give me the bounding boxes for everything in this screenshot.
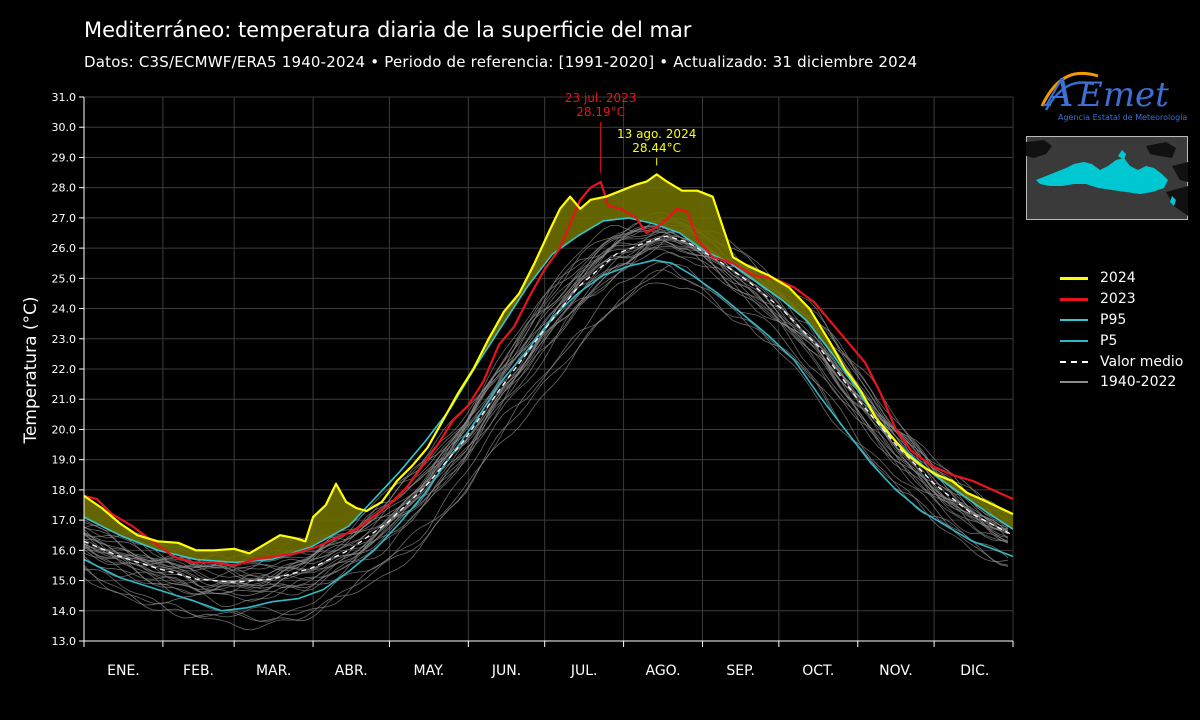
y-tick-label: 21.0 — [52, 393, 77, 406]
historical-year-line — [83, 225, 1009, 569]
y-tick-label: 31.0 — [52, 91, 77, 104]
y-tick-label: 19.0 — [52, 454, 77, 467]
series-lines — [83, 173, 1014, 612]
legend: 2024 2023 P95 P5 Valor medio 1940-2022 — [1060, 268, 1183, 393]
series-line-mean — [83, 235, 1014, 583]
y-tick-label: 17.0 — [52, 514, 77, 527]
historical-year-line — [83, 235, 1009, 590]
y-tick-label: 30.0 — [52, 121, 77, 134]
mediterranean-map — [1026, 136, 1188, 220]
month-label: OCT. — [802, 663, 834, 679]
month-label: JUN. — [491, 663, 521, 679]
legend-swatch — [1060, 339, 1088, 342]
historical-year-line — [83, 235, 1009, 598]
historical-year-line — [83, 263, 1009, 619]
legend-item: 2024 — [1060, 268, 1183, 289]
month-label: DIC. — [960, 663, 989, 679]
historical-year-line — [83, 235, 1009, 584]
series-line-y2023 — [83, 180, 1014, 567]
series-line-p5 — [83, 259, 1014, 612]
legend-swatch — [1060, 318, 1088, 321]
historical-year-line — [83, 218, 1009, 572]
y-tick-label: 29.0 — [52, 151, 77, 164]
axes: 13.0 14.0 15.0 16.0 17.0 18.0 19.0 20.0 21.0 22.0… — [52, 91, 1014, 679]
legend-swatch — [1060, 360, 1088, 363]
aemet-logo: A Emet Agencia Estatal de Meteorología — [1028, 62, 1188, 128]
legend-label: Valor medio — [1100, 353, 1184, 370]
month-label: ENE. — [107, 663, 140, 679]
historical-year-line — [83, 228, 1008, 572]
month-label: ABR. — [335, 663, 368, 679]
historical-year-line — [83, 226, 1008, 582]
historical-year-line — [83, 239, 1008, 592]
historical-year-line — [83, 252, 1009, 608]
historical-year-line — [83, 243, 1009, 594]
month-label: SEP. — [726, 663, 754, 679]
legend-item: P5 — [1060, 330, 1183, 351]
y-tick-label: 20.0 — [52, 423, 77, 436]
legend-label: P95 — [1100, 311, 1127, 328]
y-tick-label: 25.0 — [52, 272, 77, 285]
month-label: NOV. — [879, 663, 912, 679]
annotation-value: 28.19°C — [576, 105, 625, 119]
annotation-date: 23 jul. 2023 — [565, 91, 637, 105]
series-line-y2024 — [83, 173, 1014, 555]
month-label: FEB. — [183, 663, 214, 679]
y-tick-label: 18.0 — [52, 484, 77, 497]
legend-item: P95 — [1060, 310, 1183, 331]
legend-label: P5 — [1100, 332, 1118, 349]
legend-item: 2023 — [1060, 289, 1183, 310]
annotation-date: 13 ago. 2024 — [617, 127, 696, 141]
above-p95-fill — [448, 174, 894, 440]
month-label: MAR. — [256, 663, 291, 679]
annotation-value: 28.44°C — [632, 141, 681, 155]
legend-swatch — [1060, 381, 1088, 384]
y-tick-label: 23.0 — [52, 333, 77, 346]
legend-item: Valor medio — [1060, 351, 1183, 372]
y-tick-label: 16.0 — [52, 544, 77, 557]
y-tick-label: 14.0 — [52, 605, 77, 618]
y-tick-label: 28.0 — [52, 182, 77, 195]
legend-swatch — [1060, 276, 1088, 280]
y-tick-label: 13.0 — [52, 635, 77, 648]
mediterranean-map-icon — [1026, 136, 1188, 220]
historical-year-line — [83, 248, 1008, 602]
y-tick-label: 24.0 — [52, 303, 77, 316]
historical-year-line — [83, 269, 1008, 622]
y-tick-label: 26.0 — [52, 242, 77, 255]
legend-swatch — [1060, 297, 1088, 301]
svg-text:Emet: Emet — [1077, 75, 1169, 115]
y-tick-label: 15.0 — [52, 575, 77, 588]
chart-title: Mediterráneo: temperatura diaria de la s… — [84, 18, 692, 42]
historical-lines — [83, 212, 1009, 631]
legend-item: 1940-2022 — [1060, 372, 1183, 393]
svg-text:Agencia Estatal de Meteorologí: Agencia Estatal de Meteorología — [1058, 113, 1187, 122]
y-axis-label: Temperatura (°C) — [21, 296, 41, 444]
historical-year-line — [83, 225, 1009, 569]
legend-label: 1940-2022 — [1100, 374, 1177, 391]
month-label: JUL. — [570, 663, 598, 679]
historical-year-line — [83, 239, 1009, 593]
svg-text:A: A — [1043, 71, 1073, 115]
month-label: AGO. — [645, 663, 680, 679]
legend-label: 2023 — [1100, 291, 1136, 308]
month-label: MAY. — [414, 663, 445, 679]
historical-year-line — [83, 220, 1009, 572]
historical-year-line — [83, 238, 1008, 588]
above-p95-fill — [929, 470, 1013, 530]
historical-year-line — [83, 227, 1008, 580]
historical-year-line — [83, 245, 1009, 597]
y-tick-label: 22.0 — [52, 363, 77, 376]
legend-label: 2024 — [1100, 270, 1136, 287]
y-tick-label: 27.0 — [52, 212, 77, 225]
aemet-logo-icon: A Emet Agencia Estatal de Meteorología — [1040, 71, 1187, 122]
chart-subtitle: Datos: C3S/ECMWF/ERA5 1940-2024 • Period… — [84, 53, 918, 71]
